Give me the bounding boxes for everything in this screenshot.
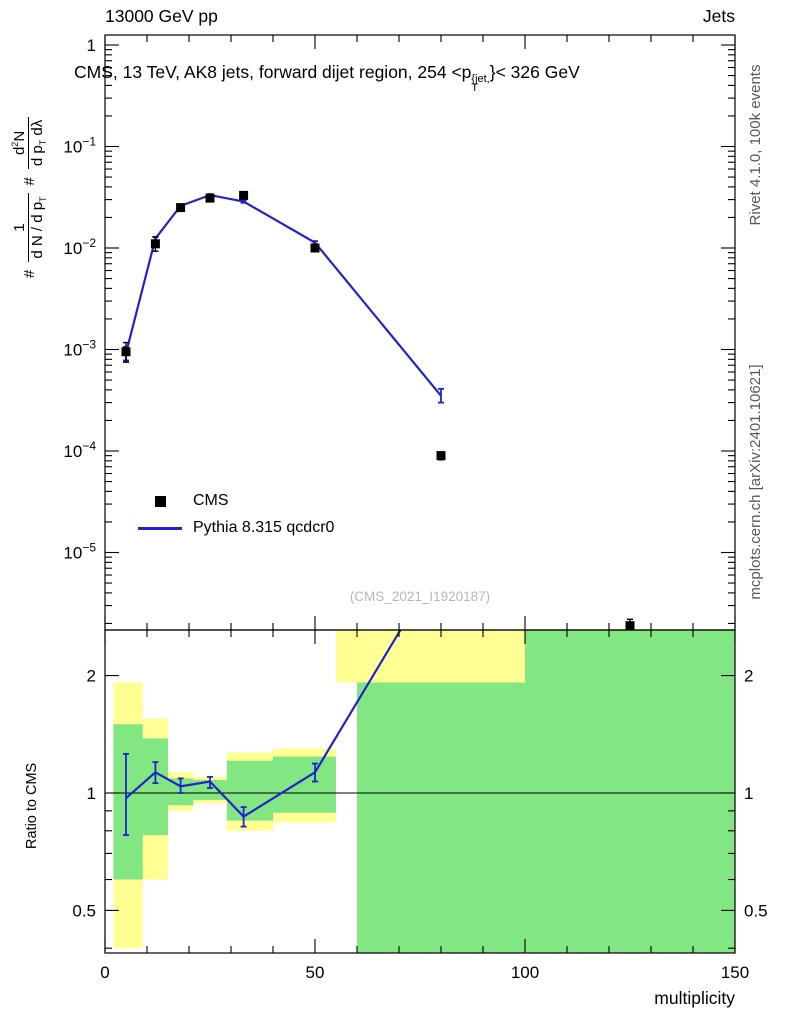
legend: CMS Pythia 8.315 qcdcr0: [138, 492, 334, 537]
green-uncertainty-band: [226, 760, 273, 821]
x-tick-label: 50: [306, 963, 325, 982]
ratio-series-layer: [105, 630, 735, 836]
legend-row-cms: CMS: [138, 492, 334, 510]
pt-subscript: T: [471, 82, 479, 94]
y-tick-label: 10−5: [63, 541, 96, 563]
cms-data-point: [310, 243, 320, 253]
axes-layer: 0 50 100 150 1 10−1 10−2 10−3 10−4 10−5 0.5 0.5 1 1 2 2: [63, 34, 768, 982]
cms-data-point: [436, 451, 446, 461]
ratio-tick-label-left: 0.5: [72, 901, 96, 920]
plot-title: CMS, 13 TeV, AK8 jets, forward dijet reg…: [74, 62, 580, 94]
x-tick-label: 100: [511, 963, 539, 982]
yellow-uncertainty-band: [336, 630, 525, 683]
y-tick-label: 10−4: [63, 439, 96, 461]
cms-data-point: [205, 193, 215, 203]
mc-line-swatch: [138, 526, 182, 530]
pt-jet-symbol: {jet, T: [471, 73, 490, 94]
green-uncertainty-band: [273, 756, 336, 813]
y-tick-label: 1: [87, 36, 96, 55]
pt-superscript: {jet,: [471, 73, 490, 85]
cms-data-point: [121, 347, 131, 357]
cms-data-point: [625, 621, 635, 630]
main-y-axis-label: # 1 d N / d pT # d2N d pT dλ: [10, 116, 49, 278]
legend-label-cms: CMS: [193, 492, 229, 509]
mc-ratio-line: [125, 630, 402, 818]
cms-data-point: [176, 203, 186, 213]
hash-symbol: #: [20, 177, 38, 186]
uncertainty-bands: [113, 630, 735, 953]
legend-row-mc: Pythia 8.315 qcdcr0: [138, 519, 334, 537]
x-axis-label: multiplicity: [654, 988, 735, 1008]
differential-fraction: d2N d pT dλ: [10, 116, 49, 170]
x-tick-label: 0: [100, 963, 109, 982]
y-tick-label: 10−1: [63, 135, 96, 157]
ratio-tick-label-left: 2: [87, 667, 96, 686]
green-uncertainty-band: [525, 630, 735, 953]
normalization-fraction: 1 d N / d pT: [11, 193, 49, 262]
cms-marker-swatch: [154, 495, 166, 507]
main-panel-frame: [104, 34, 736, 631]
green-uncertainty-band: [113, 724, 143, 880]
plot-title-suffix: }< 326 GeV: [489, 62, 580, 82]
ratio-panel-frame: [104, 629, 736, 954]
ratio-tick-label-right: 1: [744, 784, 753, 803]
main-series-layer: [121, 190, 635, 630]
ratio-tick-label-right: 2: [744, 667, 753, 686]
cms-data-point: [150, 239, 160, 249]
y-tick-label: 10−3: [63, 338, 96, 360]
mc-prediction-line: [124, 193, 442, 397]
ratio-tick-label-left: 1: [87, 784, 96, 803]
green-uncertainty-band: [193, 779, 227, 800]
y-tick-label: 10−2: [63, 236, 96, 258]
mcplots-arxiv-label: mcplots.cern.ch [arXiv:2401.10621]: [747, 364, 764, 599]
green-uncertainty-band: [357, 682, 525, 953]
ratio-y-axis-label: Ratio to CMS: [24, 762, 40, 849]
analysis-group-label: Jets: [702, 6, 735, 26]
green-uncertainty-band: [142, 738, 168, 836]
hash-symbol: #: [20, 269, 38, 278]
rivet-version-label: Rivet 4.1.0, 100k events: [747, 65, 764, 226]
beam-energy-label: 13000 GeV pp: [105, 6, 218, 26]
x-tick-label: 150: [721, 963, 749, 982]
analysis-id-watermark: (CMS_2021_I1920187): [349, 589, 491, 604]
plot-title-prefix: CMS, 13 TeV, AK8 jets, forward dijet reg…: [74, 62, 472, 82]
legend-label-mc: Pythia 8.315 qcdcr0: [193, 519, 335, 536]
cms-data-point: [239, 190, 249, 200]
ratio-tick-label-right: 0.5: [744, 901, 768, 920]
